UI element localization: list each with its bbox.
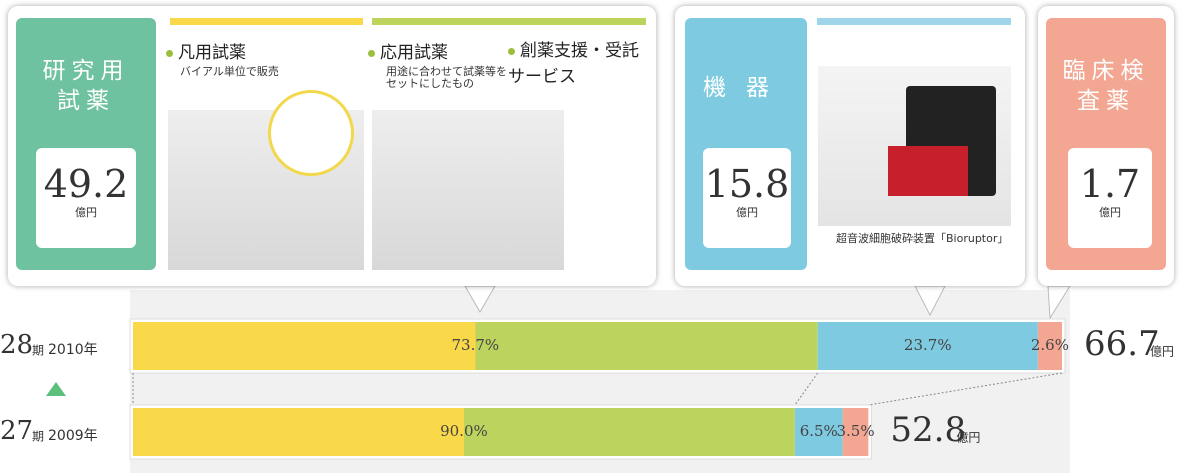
caption: 超音波細胞破砕装置「Bioruptor」 [836,232,1009,245]
value-label: 6.5% [800,422,838,440]
product-name: 応用試薬 [368,38,448,63]
total-unit: 億円 [956,431,980,445]
product-name: 創薬支援・受託サービス [508,38,648,90]
panel-title: 機器 [703,75,789,101]
amount-box: 15.8 億円 [703,148,791,248]
amount-box: 1.7 億円 [1068,148,1152,248]
amount: 15.8 [704,162,790,206]
total-unit: 億円 [1150,345,1174,359]
device [888,146,968,196]
amount-box: 49.2 億円 [36,148,136,248]
value-label: 90.0% [440,422,488,440]
unit: 億円 [1099,206,1121,219]
amount: 1.7 [1079,162,1141,206]
bar-accent [372,18,646,25]
total-value: 52.8 [890,410,966,450]
period: 27 [0,416,33,446]
product-desc: 用途に合わせて試薬等をセットにしたもの [386,65,507,90]
bar-accent [170,18,363,25]
pointer [1047,285,1071,320]
bar-segment [1037,322,1062,370]
panel-title: 研究用試薬 [42,58,130,114]
bar-segment [817,322,1038,370]
arrow [46,382,66,396]
bar-segment [133,408,795,456]
product-name: 凡用試薬 [166,38,246,63]
value-label: 73.7% [452,336,500,354]
photo [168,90,364,270]
unit: 億円 [736,206,758,219]
connector [794,372,819,406]
unit: 億円 [75,206,97,219]
category-label: 2010年 [48,342,98,358]
period-unit: 期 [32,344,44,358]
period-unit: 期 [32,430,44,444]
bar-accent [817,18,1011,25]
bar-segment [794,408,843,456]
product-desc: バイアル単位で販売 [180,65,279,78]
value-label: 2.6% [1031,336,1069,354]
total-value: 66.7 [1084,324,1160,364]
bar-segment [842,408,869,456]
bar-segment [133,322,818,370]
photo-inset [268,90,354,176]
amount: 49.2 [43,162,129,206]
value-label: 3.5% [836,422,874,440]
period: 28 [0,330,33,360]
pointer [464,285,496,314]
panel-title: 臨床検査薬 [1062,58,1150,114]
value-label: 23.7% [904,336,952,354]
photo [818,66,1011,226]
pointer [914,285,946,317]
photo [372,110,564,270]
category-label: 2009年 [48,428,98,444]
connector [868,372,1063,406]
